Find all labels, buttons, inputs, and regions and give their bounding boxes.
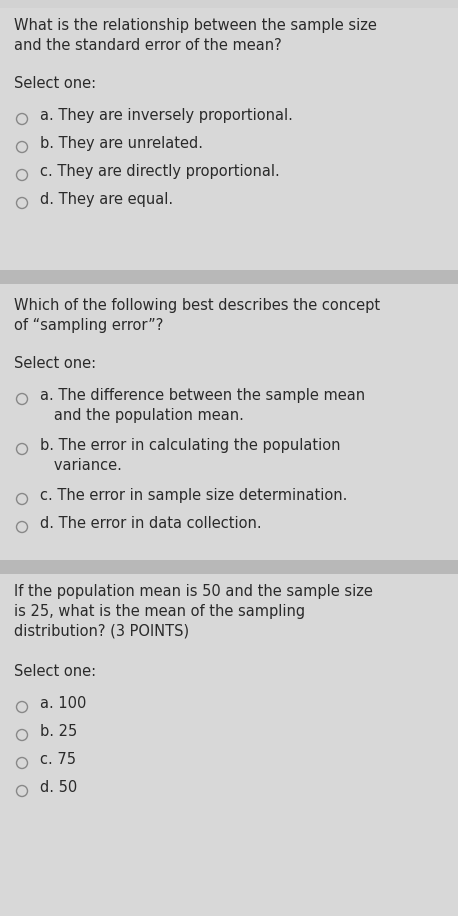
Text: Select one:: Select one:: [14, 664, 96, 679]
Text: c. They are directly proportional.: c. They are directly proportional.: [40, 164, 280, 179]
Bar: [0, 560, 458, 574]
Text: Which of the following best describes the concept
of “sampling error”?: Which of the following best describes th…: [14, 298, 380, 333]
Text: Select one:: Select one:: [14, 356, 96, 371]
Bar: [0, 270, 458, 284]
Text: d. 50: d. 50: [40, 780, 77, 795]
Text: a. They are inversely proportional.: a. They are inversely proportional.: [40, 108, 293, 123]
Text: What is the relationship between the sample size
and the standard error of the m: What is the relationship between the sam…: [14, 18, 377, 53]
Text: b. They are unrelated.: b. They are unrelated.: [40, 136, 203, 151]
Text: d. The error in data collection.: d. The error in data collection.: [40, 516, 262, 531]
Bar: [0, 8, 458, 270]
Text: b. 25: b. 25: [40, 724, 77, 739]
Text: c. The error in sample size determination.: c. The error in sample size determinatio…: [40, 488, 347, 503]
Text: a. The difference between the sample mean
   and the population mean.: a. The difference between the sample mea…: [40, 388, 365, 423]
Bar: [0, 284, 458, 560]
Text: b. The error in calculating the population
   variance.: b. The error in calculating the populati…: [40, 438, 340, 473]
Text: a. 100: a. 100: [40, 696, 87, 711]
Text: c. 75: c. 75: [40, 752, 76, 767]
Text: d. They are equal.: d. They are equal.: [40, 192, 173, 207]
Text: If the population mean is 50 and the sample size
is 25, what is the mean of the : If the population mean is 50 and the sam…: [14, 584, 373, 638]
Bar: [0, 574, 458, 916]
Text: Select one:: Select one:: [14, 76, 96, 91]
